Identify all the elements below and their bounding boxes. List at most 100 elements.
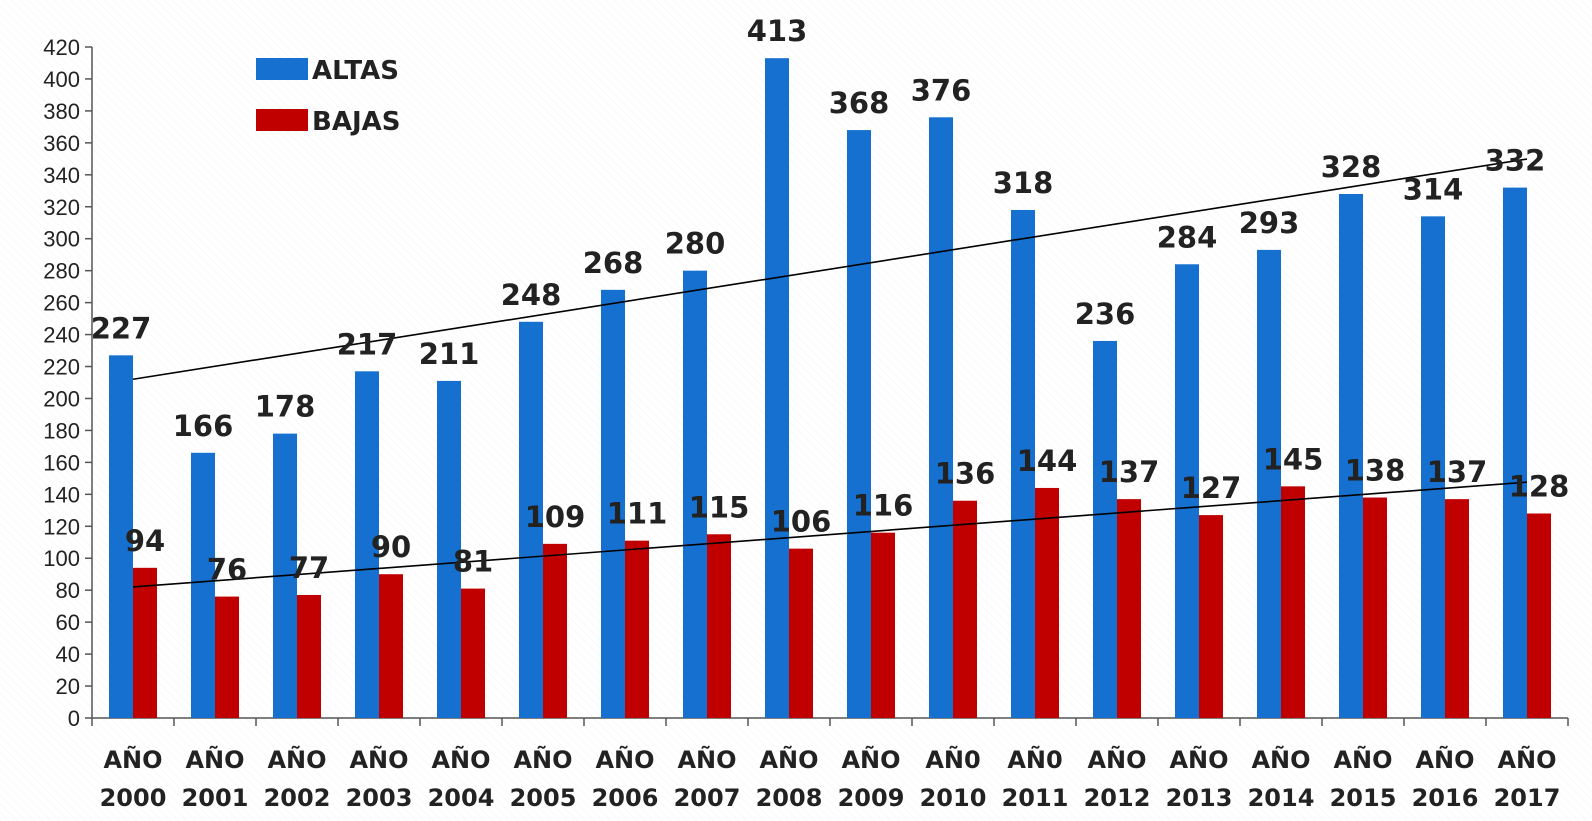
- y-tick-label: 280: [43, 259, 80, 284]
- bar-altas: [765, 58, 789, 718]
- bar-bajas: [625, 540, 649, 718]
- data-label-altas: 413: [747, 14, 808, 48]
- data-label-altas: 318: [993, 166, 1054, 200]
- bar-bajas: [1117, 499, 1141, 718]
- data-label-bajas: 127: [1181, 471, 1242, 505]
- data-label-bajas: 116: [853, 489, 914, 523]
- bar-bajas: [1445, 499, 1469, 718]
- data-label-bajas: 115: [689, 490, 750, 524]
- axes: 0 20 40 60 80 100 120 140 160 180 200 220 240 260 280 3…: [43, 35, 1569, 812]
- x-category-label: AÑ0 2011: [1002, 745, 1069, 812]
- y-tick-label: 340: [43, 163, 80, 188]
- x-category-label: AÑO 2005: [510, 745, 577, 812]
- data-label-bajas: 106: [771, 505, 832, 539]
- x-category-label: AÑO 2009: [838, 745, 905, 812]
- data-label-altas: 217: [337, 327, 398, 361]
- data-label-altas: 376: [911, 73, 972, 107]
- y-tick-label: 20: [56, 674, 80, 699]
- data-label-altas: 227: [91, 311, 152, 345]
- x-category-label: AÑO 2002: [264, 745, 331, 812]
- y-tick-label: 140: [43, 482, 80, 507]
- x-category-label: AÑO 2013: [1166, 745, 1233, 812]
- data-label-bajas: 81: [453, 545, 493, 579]
- x-category-label: AÑO 2007: [674, 745, 741, 812]
- bar-bajas: [297, 594, 321, 718]
- y-tick-label: 400: [43, 67, 80, 92]
- bar-altas: [683, 270, 707, 718]
- bar-bajas: [1199, 515, 1223, 718]
- data-label-bajas: 94: [125, 524, 165, 558]
- bar-altas: [1011, 209, 1035, 718]
- bar-altas: [437, 380, 461, 718]
- y-tick-label: 300: [43, 227, 80, 252]
- bars: [109, 58, 1551, 719]
- data-label-bajas: 90: [371, 530, 411, 564]
- data-label-altas: 332: [1485, 144, 1546, 178]
- data-label-altas: 368: [829, 86, 890, 120]
- data-label-altas: 236: [1075, 297, 1136, 331]
- data-label-bajas: 145: [1263, 442, 1324, 476]
- legend-label-altas: ALTAS: [312, 56, 399, 86]
- x-category-label: AÑO 2006: [592, 745, 659, 812]
- data-label-altas: 293: [1239, 206, 1300, 240]
- bar-altas: [355, 371, 379, 718]
- y-tick-label: 260: [43, 291, 80, 316]
- data-label-altas: 268: [583, 246, 644, 280]
- bar-bajas: [789, 548, 813, 718]
- bar-altas: [1175, 264, 1199, 718]
- bar-bajas: [1527, 513, 1551, 718]
- x-category-label: AÑO 2017: [1494, 745, 1561, 812]
- data-label-altas: 211: [419, 337, 480, 371]
- y-tick-label: 320: [43, 195, 80, 220]
- bar-bajas: [379, 574, 403, 718]
- y-tick-label: 420: [43, 35, 80, 60]
- y-tick-label: 360: [43, 131, 80, 156]
- bar-altas: [1093, 340, 1117, 718]
- data-label-altas: 166: [173, 409, 234, 443]
- data-label-bajas: 144: [1017, 444, 1078, 478]
- y-tick-label: 380: [43, 99, 80, 124]
- data-label-altas: 178: [255, 390, 316, 424]
- bar-altas: [1257, 249, 1281, 718]
- x-category-label: AÑO 2016: [1412, 745, 1479, 812]
- y-tick-label: 100: [43, 546, 80, 571]
- trendline-bajas: [132, 481, 1528, 588]
- legend-swatch-altas: [256, 58, 308, 80]
- x-category-label: AÑO 2012: [1084, 745, 1151, 812]
- bar-bajas: [461, 588, 485, 718]
- data-labels: 227 166 178 217 211 248 268 280 413 368 376 318 236 2…: [91, 14, 1570, 586]
- bar-altas: [109, 355, 133, 718]
- bar-bajas: [871, 532, 895, 718]
- bar-altas: [929, 117, 953, 719]
- legend: ALTAS BAJAS: [256, 56, 400, 137]
- trendline-altas: [132, 158, 1528, 381]
- x-category-label: AÑO 2015: [1330, 745, 1397, 812]
- bar-bajas: [133, 567, 157, 718]
- bar-bajas: [1035, 487, 1059, 718]
- x-category-label: AÑO 2014: [1248, 745, 1315, 812]
- bar-altas: [519, 321, 543, 718]
- y-tick-label: 220: [43, 355, 80, 380]
- bar-bajas: [1281, 486, 1305, 718]
- data-label-bajas: 137: [1427, 455, 1488, 489]
- data-label-altas: 280: [665, 227, 726, 261]
- bar-altas: [191, 452, 215, 718]
- data-label-bajas: 136: [935, 457, 996, 491]
- data-label-bajas: 76: [207, 553, 247, 587]
- y-tick-label: 240: [43, 323, 80, 348]
- data-label-altas: 328: [1321, 150, 1382, 184]
- bar-altas: [847, 130, 871, 719]
- x-category-label: AÑO 2001: [182, 745, 249, 812]
- legend-label-bajas: BAJAS: [312, 107, 400, 137]
- bar-bajas: [953, 500, 977, 718]
- data-label-altas: 248: [501, 278, 562, 312]
- data-label-bajas: 137: [1099, 455, 1160, 489]
- legend-swatch-bajas: [256, 109, 308, 131]
- x-category-label: AÑO 2004: [428, 745, 495, 812]
- data-label-altas: 284: [1157, 220, 1218, 254]
- data-label-bajas: 128: [1509, 470, 1570, 504]
- bar-altas: [1421, 216, 1445, 718]
- bar-bajas: [707, 534, 731, 718]
- data-label-bajas: 138: [1345, 454, 1406, 488]
